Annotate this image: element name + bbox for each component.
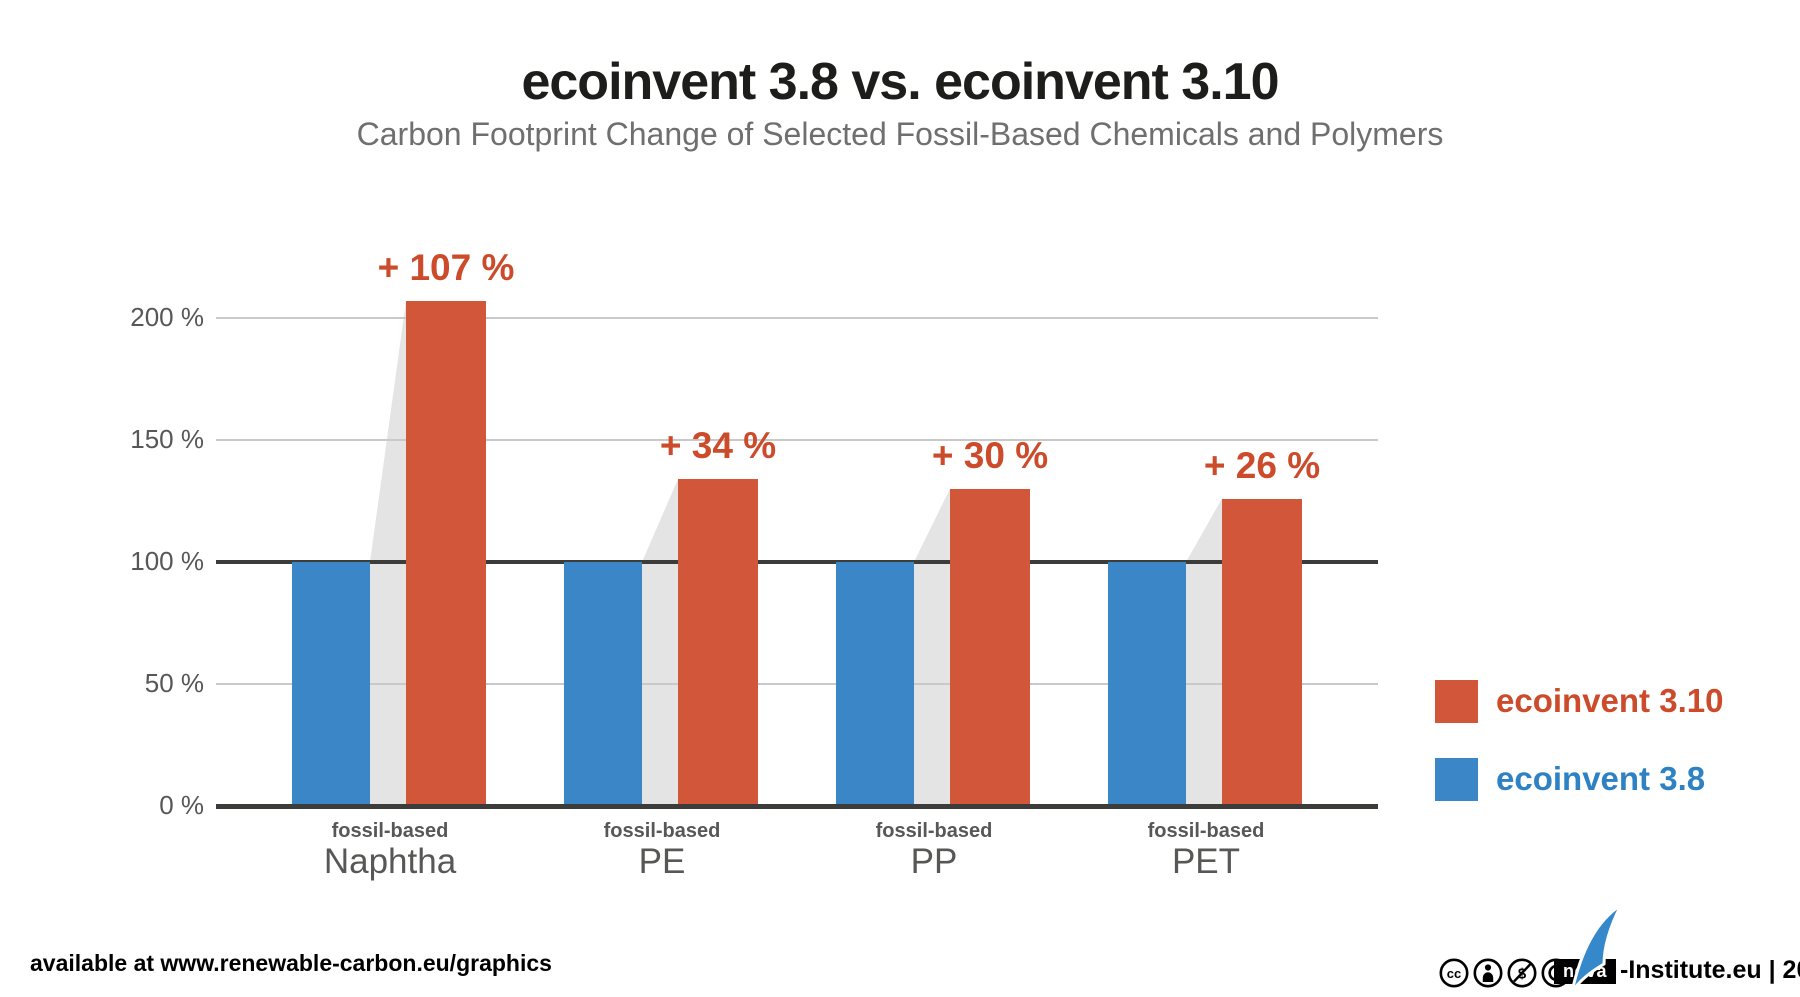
category-qualifier-pp: fossil-based — [875, 820, 993, 842]
gridline-200 — [216, 317, 1378, 319]
legend-swatch-blue — [1435, 757, 1478, 801]
bar-ecoinvent-38-pet — [1108, 562, 1186, 806]
category-qualifier-pe: fossil-based — [603, 820, 721, 842]
category-label-pet: PET — [1171, 842, 1241, 881]
legend-swatch-orange — [1435, 679, 1478, 723]
chart-title: ecoinvent 3.8 vs. ecoinvent 3.10 — [521, 53, 1279, 111]
bar-ecoinvent-38-pp — [836, 562, 914, 806]
chart-legend: ecoinvent 3.10 ecoinvent 3.8 — [1435, 678, 1795, 834]
change-wedge-pp — [914, 488, 950, 806]
institute-credit: -Institute.eu | 2024 — [1620, 956, 1800, 984]
change-wedge-pet — [1186, 498, 1222, 806]
legend-item-ecoinvent-310: ecoinvent 3.10 — [1435, 678, 1795, 724]
category-label-naphtha: Naphtha — [323, 842, 457, 881]
bar-ecoinvent-38-naphtha — [292, 562, 370, 806]
cc-by-icon — [1473, 958, 1503, 988]
cc-nc-icon: $ — [1507, 958, 1537, 988]
baseline-100pct-line — [216, 560, 1378, 564]
y-tick-label: 150 % — [130, 424, 204, 454]
category-qualifier-naphtha: fossil-based — [331, 820, 449, 842]
y-tick-label: 0 % — [159, 790, 204, 820]
change-label-naphtha: + 107 % — [377, 246, 515, 288]
bar-ecoinvent-310-naphtha — [406, 300, 486, 806]
change-label-pp: + 30 % — [931, 434, 1049, 476]
category-qualifier-pet: fossil-based — [1147, 820, 1265, 842]
bar-ecoinvent-310-pe — [678, 479, 758, 806]
bar-ecoinvent-310-pp — [950, 488, 1030, 806]
category-label-pp: PP — [910, 842, 958, 881]
y-tick-label: 50 % — [144, 668, 204, 698]
x-axis-baseline — [216, 804, 1378, 809]
creative-commons-icons: cc $ — [1438, 955, 1572, 989]
change-label-pet: + 26 % — [1203, 444, 1321, 486]
bar-ecoinvent-310-pet — [1222, 498, 1302, 806]
legend-label: ecoinvent 3.10 — [1496, 682, 1724, 719]
legend-label: ecoinvent 3.8 — [1496, 760, 1706, 797]
category-label-pe: PE — [638, 842, 686, 881]
nova-swoosh-icon — [1570, 900, 1625, 993]
change-label-pe: + 34 % — [659, 425, 777, 467]
cc-icon: cc — [1439, 958, 1469, 988]
chart-subtitle: Carbon Footprint Change of Selected Foss… — [356, 116, 1444, 152]
bar-ecoinvent-38-pe — [564, 562, 642, 806]
change-wedge-naphtha — [370, 300, 406, 806]
legend-item-ecoinvent-38: ecoinvent 3.8 — [1435, 756, 1795, 802]
credit-block: cc $ nova -Institute.eu | 202 — [1436, 898, 1800, 997]
change-wedge-pe — [642, 479, 678, 806]
gridline-50 — [216, 683, 1378, 685]
y-tick-label: 100 % — [130, 546, 204, 576]
svg-text:cc: cc — [1447, 966, 1461, 981]
y-tick-label: 200 % — [130, 302, 204, 332]
gridline-150 — [216, 439, 1378, 441]
availability-note: available at www.renewable-carbon.eu/gra… — [30, 950, 552, 976]
